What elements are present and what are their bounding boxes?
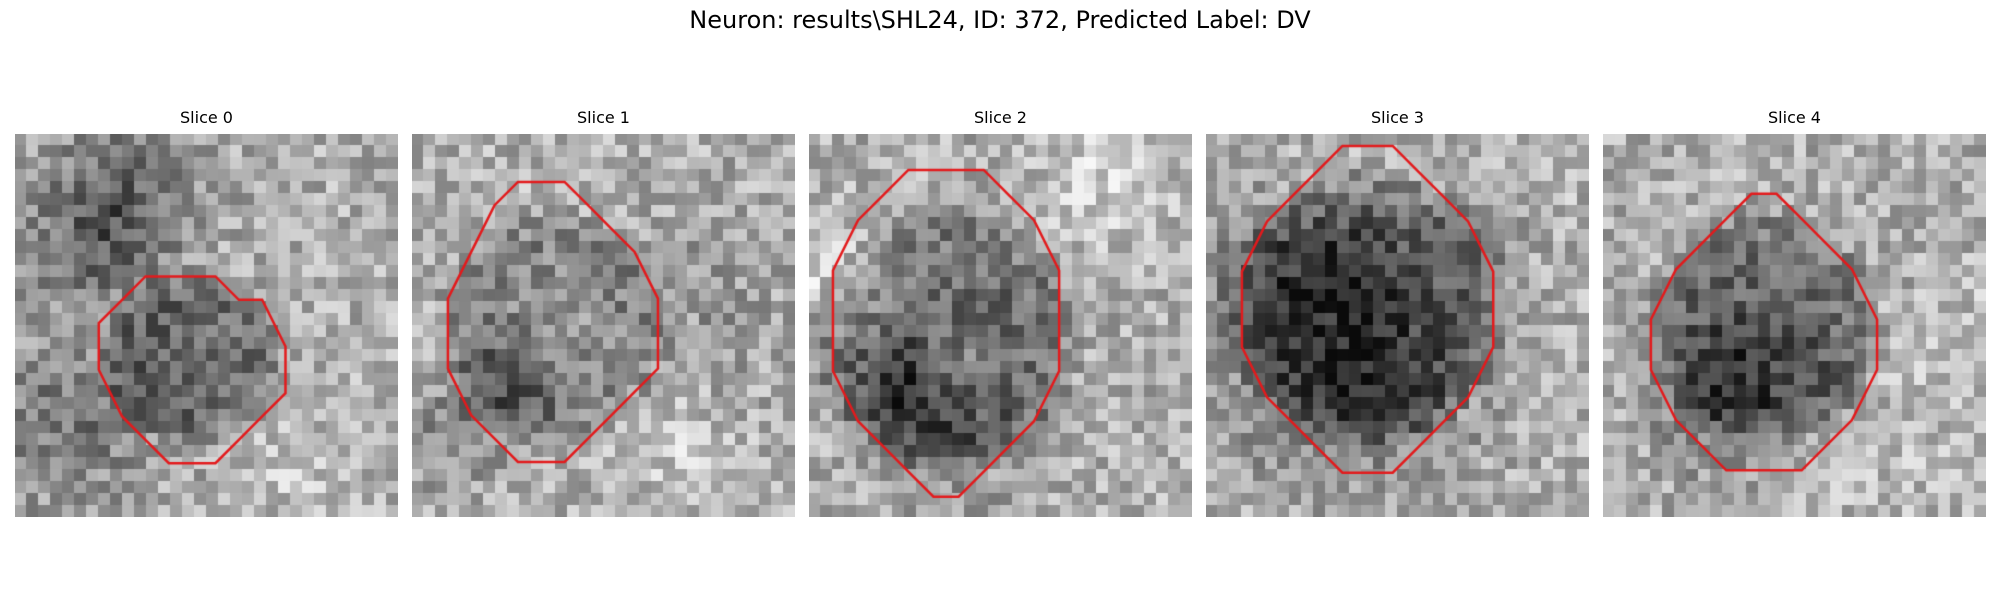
slice-panel-2: Slice 2 <box>809 108 1192 517</box>
slice-image <box>1206 134 1589 517</box>
slice-image <box>1603 134 1986 517</box>
slice-title: Slice 0 <box>180 108 233 127</box>
slice-panel-3: Slice 3 <box>1206 108 1589 517</box>
slice-image <box>809 134 1192 517</box>
slice-title: Slice 4 <box>1768 108 1821 127</box>
slice-title: Slice 2 <box>974 108 1027 127</box>
slice-title: Slice 1 <box>577 108 630 127</box>
slice-panel-4: Slice 4 <box>1603 108 1986 517</box>
figure-title: Neuron: results\SHL24, ID: 372, Predicte… <box>689 6 1311 34</box>
slice-image <box>15 134 398 517</box>
slice-panel-1: Slice 1 <box>412 108 795 517</box>
slice-image <box>412 134 795 517</box>
slice-panel-0: Slice 0 <box>15 108 398 517</box>
slice-title: Slice 3 <box>1371 108 1424 127</box>
